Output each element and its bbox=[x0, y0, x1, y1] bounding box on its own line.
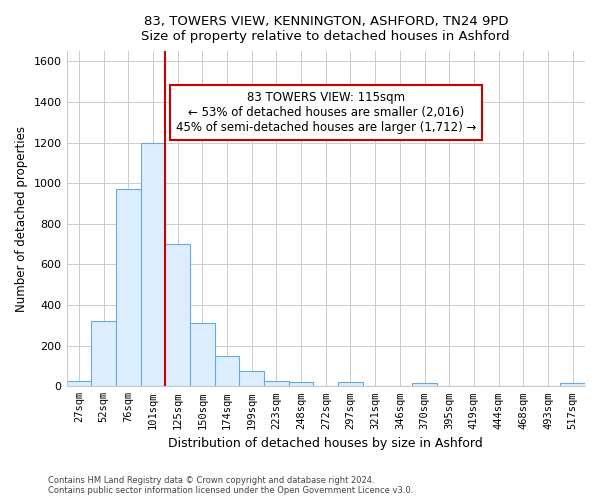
Text: 83 TOWERS VIEW: 115sqm
← 53% of detached houses are smaller (2,016)
45% of semi-: 83 TOWERS VIEW: 115sqm ← 53% of detached… bbox=[176, 92, 476, 134]
Bar bbox=[289, 382, 313, 386]
Bar bbox=[140, 142, 165, 386]
Bar bbox=[412, 384, 437, 386]
Bar bbox=[264, 381, 289, 386]
Text: Contains HM Land Registry data © Crown copyright and database right 2024.
Contai: Contains HM Land Registry data © Crown c… bbox=[48, 476, 413, 495]
Bar bbox=[338, 382, 363, 386]
Bar bbox=[190, 324, 215, 386]
Bar bbox=[560, 384, 585, 386]
Bar bbox=[215, 356, 239, 386]
Y-axis label: Number of detached properties: Number of detached properties bbox=[15, 126, 28, 312]
Bar bbox=[91, 322, 116, 386]
Bar bbox=[165, 244, 190, 386]
Bar bbox=[116, 190, 140, 386]
Title: 83, TOWERS VIEW, KENNINGTON, ASHFORD, TN24 9PD
Size of property relative to deta: 83, TOWERS VIEW, KENNINGTON, ASHFORD, TN… bbox=[142, 15, 510, 43]
Bar bbox=[67, 381, 91, 386]
X-axis label: Distribution of detached houses by size in Ashford: Distribution of detached houses by size … bbox=[169, 437, 483, 450]
Bar bbox=[239, 371, 264, 386]
